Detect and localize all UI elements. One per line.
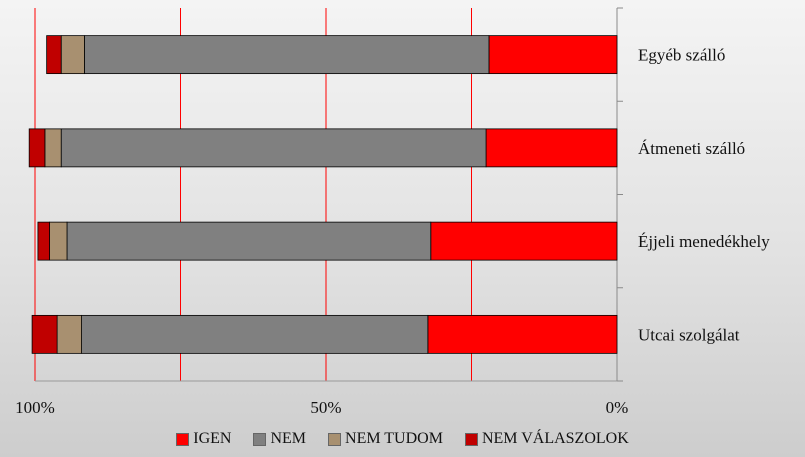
x-tick-label: 50% bbox=[310, 398, 341, 417]
legend-swatch bbox=[328, 433, 341, 446]
category-label: Átmeneti szálló bbox=[638, 139, 745, 158]
x-tick-label: 100% bbox=[15, 398, 55, 417]
bar-segment bbox=[47, 36, 62, 74]
legend-swatch bbox=[253, 433, 266, 446]
x-tick-label: 0% bbox=[606, 398, 629, 417]
bar-segment bbox=[84, 36, 488, 74]
bar-segment bbox=[67, 222, 431, 260]
category-label: Utcai szolgálat bbox=[638, 325, 740, 344]
bar-segment bbox=[82, 315, 428, 353]
legend-label: NEM bbox=[270, 430, 306, 448]
bar-segment bbox=[486, 129, 617, 167]
legend-label: NEM VÁLASZOLOK bbox=[482, 430, 629, 448]
category-label: Egyéb szálló bbox=[638, 46, 725, 65]
bar-segment bbox=[61, 36, 84, 74]
bar-segment bbox=[32, 315, 57, 353]
bar-segment bbox=[428, 315, 617, 353]
bar-segment bbox=[61, 129, 486, 167]
legend-item: NEM TUDOM bbox=[328, 430, 443, 448]
legend: IGEN NEM NEM TUDOM NEM VÁLASZOLOK bbox=[0, 430, 805, 448]
bar-segment bbox=[57, 315, 81, 353]
bar-segment bbox=[50, 222, 67, 260]
legend-label: IGEN bbox=[193, 430, 231, 448]
legend-label: NEM TUDOM bbox=[345, 430, 443, 448]
bar-segment bbox=[431, 222, 617, 260]
legend-item: IGEN bbox=[176, 430, 231, 448]
legend-item: NEM VÁLASZOLOK bbox=[465, 430, 629, 448]
bar-segment bbox=[29, 129, 45, 167]
bar-segment bbox=[38, 222, 50, 260]
bar-segment bbox=[45, 129, 61, 167]
bar-segment bbox=[489, 36, 617, 74]
legend-swatch bbox=[176, 433, 189, 446]
category-label: Éjjeli menedékhely bbox=[638, 232, 770, 251]
legend-swatch bbox=[465, 433, 478, 446]
legend-item: NEM bbox=[253, 430, 306, 448]
